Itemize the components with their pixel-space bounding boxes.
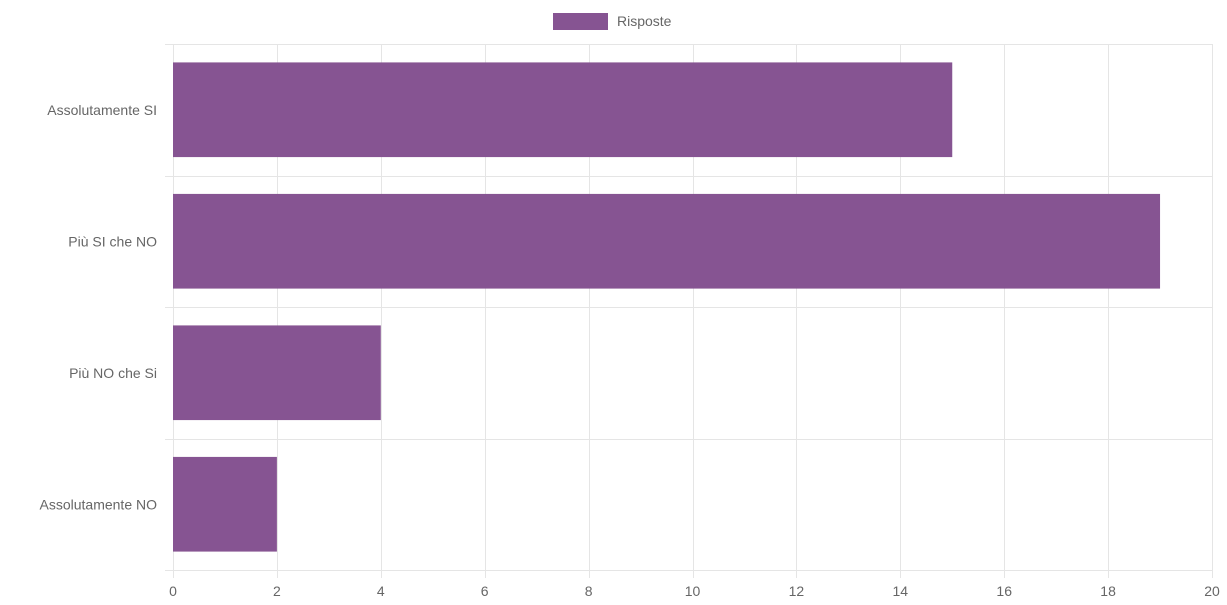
- x-tick-label: 4: [377, 583, 385, 599]
- x-tick-label: 0: [169, 583, 177, 599]
- category-label: Più NO che Si: [69, 365, 157, 381]
- bar: [173, 193, 1161, 289]
- x-tick-label: 10: [685, 583, 701, 599]
- bar: [173, 456, 277, 552]
- chart-legend: Risposte: [553, 13, 672, 30]
- bar: [173, 62, 953, 158]
- category-label: Assolutamente NO: [40, 496, 158, 512]
- x-tick-label: 12: [789, 583, 805, 599]
- axes: 0 2 4 6 8 10 12 14 16 18 20 Assolutamente SI Più SI …: [40, 102, 1220, 599]
- bar: [173, 325, 381, 421]
- x-tick-label: 14: [893, 583, 909, 599]
- bars: [173, 62, 1161, 552]
- x-tick-label: 18: [1100, 583, 1116, 599]
- x-tick-label: 16: [996, 583, 1012, 599]
- x-tick-label: 6: [481, 583, 489, 599]
- legend-label-risposte: Risposte: [617, 13, 672, 29]
- x-tick-label: 20: [1204, 583, 1220, 599]
- category-label: Assolutamente SI: [47, 102, 157, 118]
- x-tick-label: 2: [273, 583, 281, 599]
- x-tick-label: 8: [585, 583, 593, 599]
- legend-swatch-risposte: [553, 13, 608, 30]
- category-label: Più SI che NO: [68, 233, 157, 249]
